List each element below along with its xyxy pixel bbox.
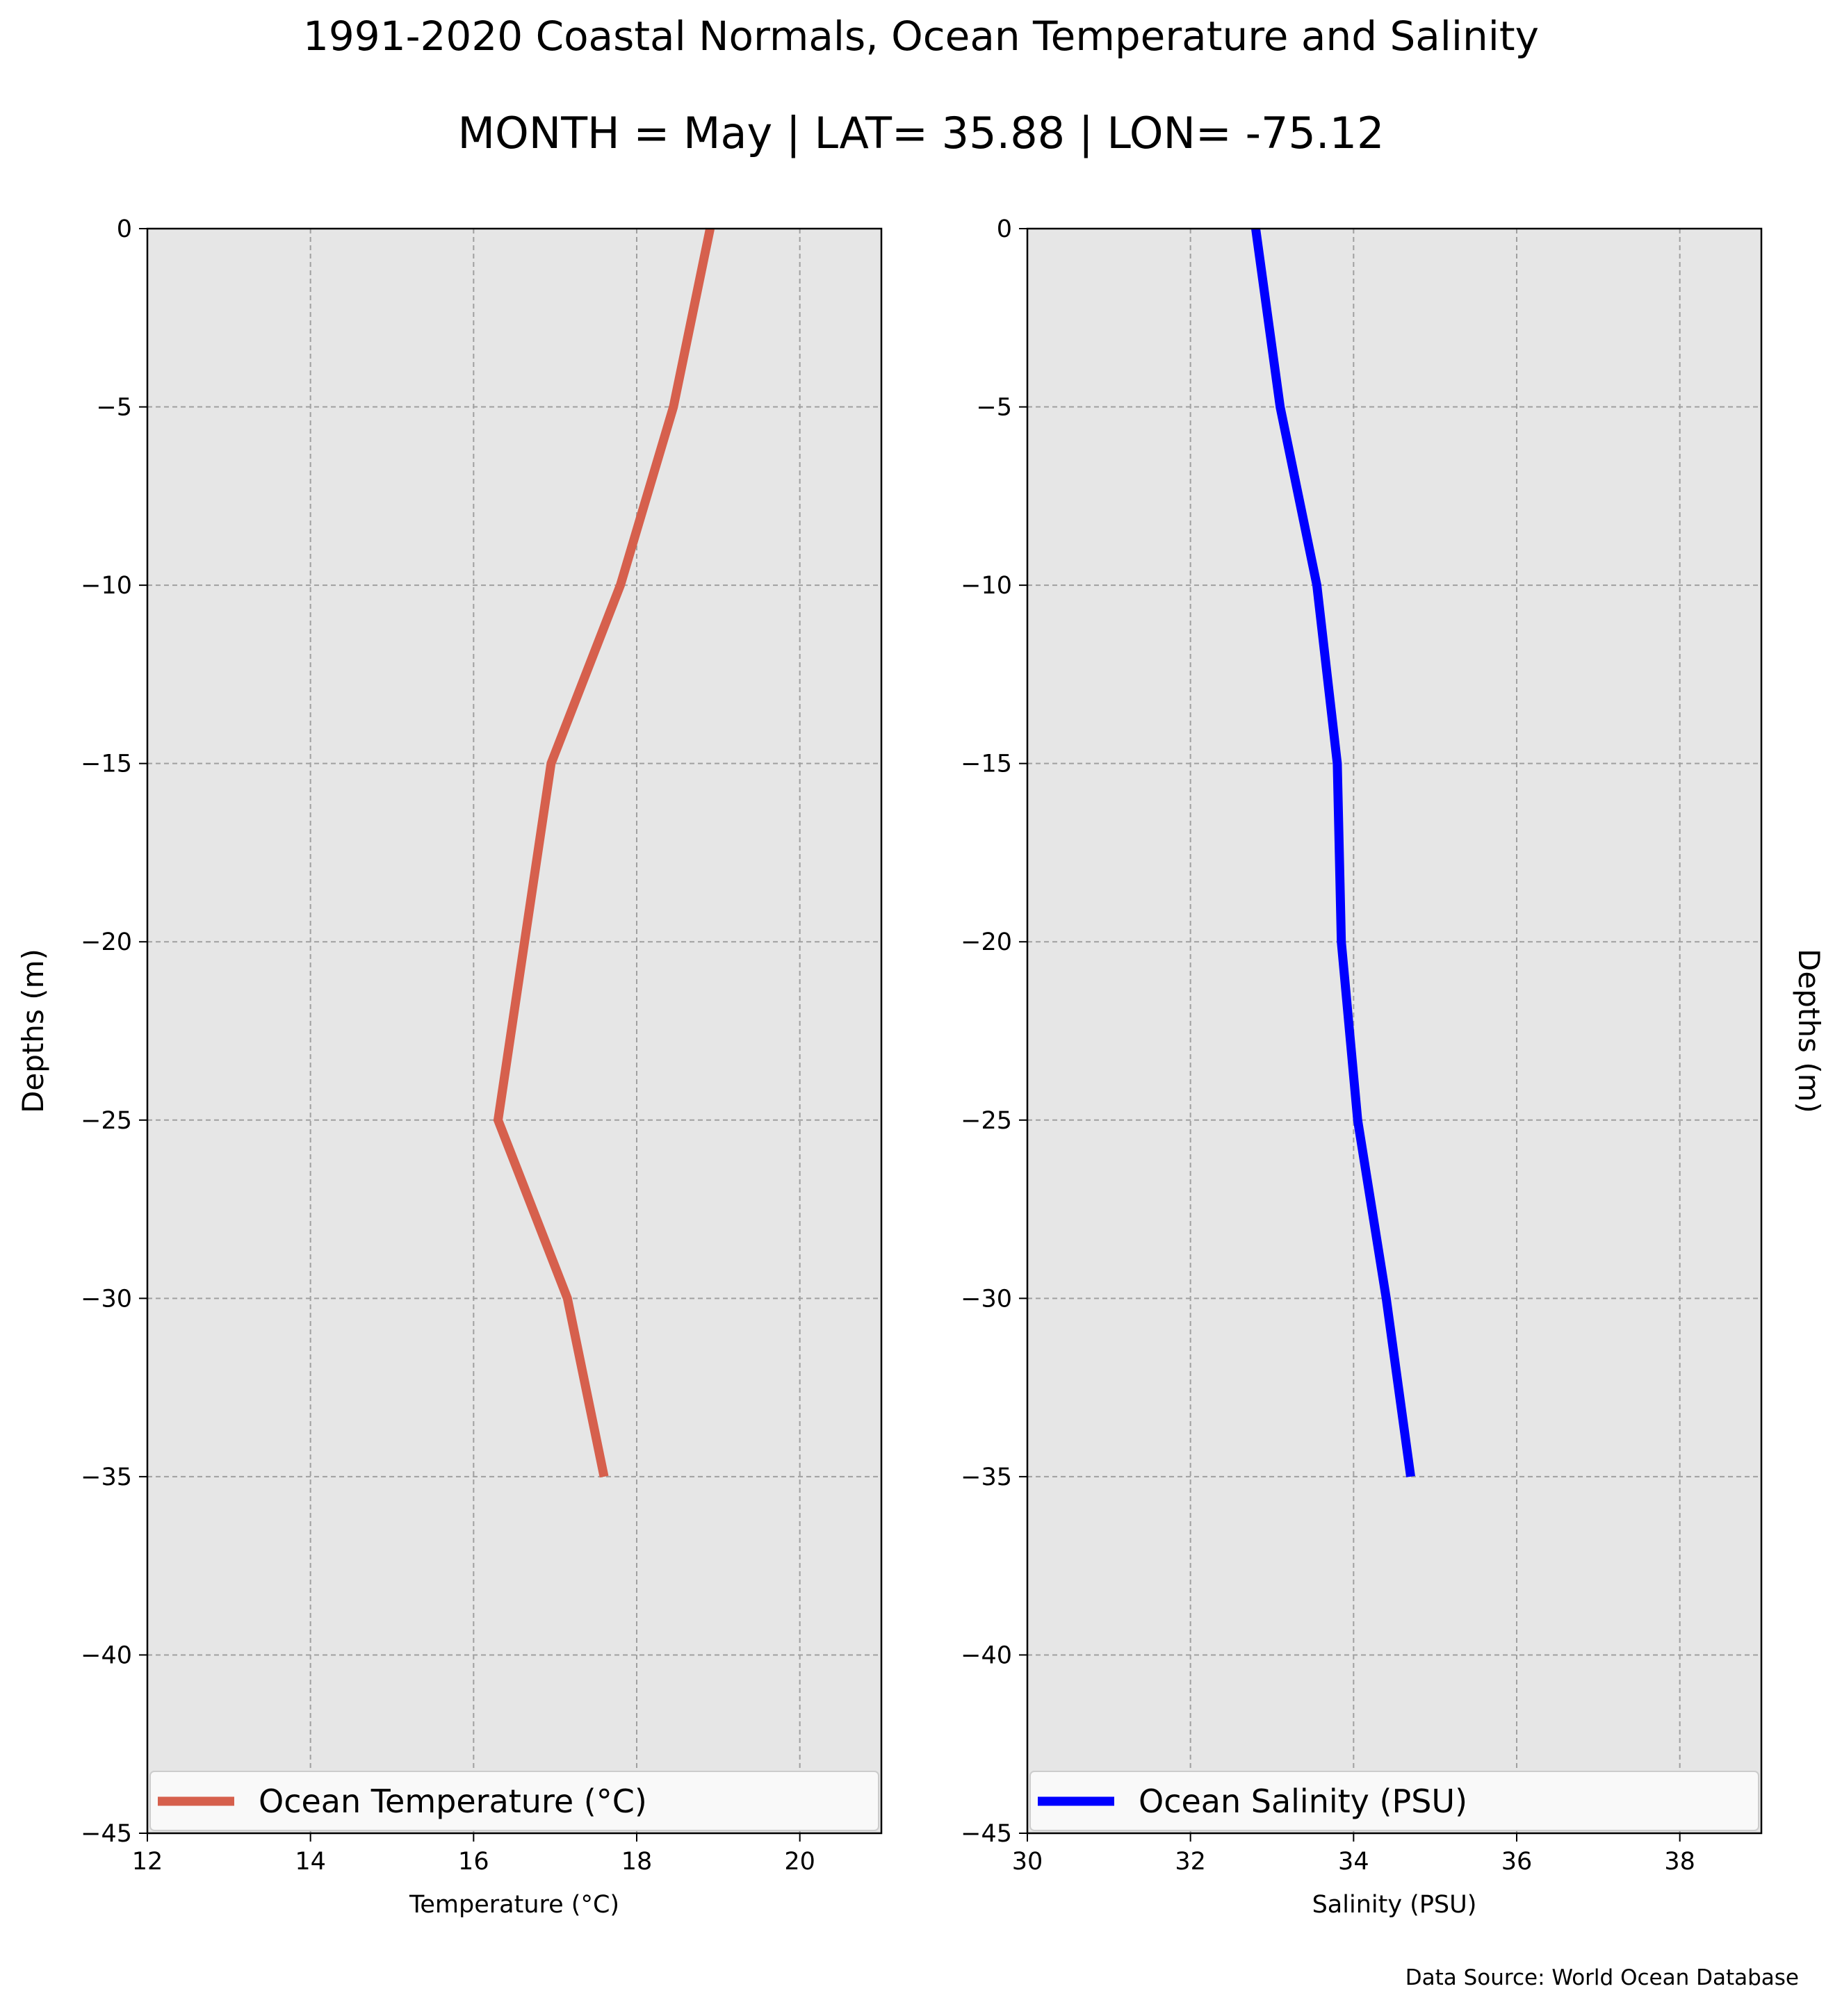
y-tick-label: −10 <box>961 572 1012 600</box>
y-tick-label: −5 <box>96 394 132 422</box>
x-tick-label: 30 <box>1012 1848 1043 1876</box>
legend-label: Ocean Salinity (PSU) <box>1139 1783 1467 1820</box>
y-tick-label: −30 <box>81 1285 132 1313</box>
y-tick-label: −10 <box>81 572 132 600</box>
y-tick-label: −30 <box>961 1285 1012 1313</box>
y-tick-label: 0 <box>117 215 132 243</box>
y-tick-label: −15 <box>81 751 132 778</box>
y-tick-label: −35 <box>81 1464 132 1491</box>
legend-label: Ocean Temperature (°C) <box>259 1783 647 1820</box>
y-tick-label: −45 <box>81 1820 132 1848</box>
legend-frame <box>1029 1771 1759 1831</box>
y-tick-label: −35 <box>961 1464 1012 1491</box>
y-tick-label: −5 <box>976 394 1012 422</box>
y-tick-label: −20 <box>961 928 1012 956</box>
x-tick-label: 18 <box>621 1848 653 1876</box>
x-axis-label: Salinity (PSU) <box>1312 1891 1477 1919</box>
axes-frame <box>1026 227 1763 1835</box>
x-tick-label: 38 <box>1664 1848 1695 1876</box>
y-tick-label: −40 <box>81 1641 132 1669</box>
data-source-note: Data Source: World Ocean Database <box>1405 1965 1799 1990</box>
x-axis-label: Temperature (°C) <box>409 1891 619 1919</box>
y-tick-label: −40 <box>961 1641 1012 1669</box>
axes-frame <box>146 227 883 1835</box>
x-tick-label: 14 <box>295 1848 326 1876</box>
y-axis-label: Depths (m) <box>16 949 50 1113</box>
x-tick-label: 16 <box>458 1848 489 1876</box>
y-tick-label: 0 <box>997 215 1012 243</box>
y-tick-label: −15 <box>961 751 1012 778</box>
plot-area <box>1027 229 1761 1833</box>
legend: Ocean Salinity (PSU) <box>1029 1771 1759 1831</box>
salinity-panel: Ocean Salinity (PSU) 30 32 34 36 38 0 −5 −10 −15 −… <box>961 215 1826 1919</box>
x-tick-label: 36 <box>1501 1848 1533 1876</box>
y-tick-label: −45 <box>961 1820 1012 1848</box>
legend-frame <box>149 1771 879 1831</box>
temperature-panel: Ocean Temperature (°C) 12 14 16 18 20 0 −5 −10 −1… <box>16 215 883 1919</box>
y-tick-label: −25 <box>81 1107 132 1135</box>
y-axis-label: Depths (m) <box>1792 949 1826 1113</box>
series-line <box>1251 228 1415 1477</box>
y-tick-label: −20 <box>81 928 132 956</box>
chart-title: 1991-2020 Coastal Normals, Ocean Tempera… <box>303 13 1539 60</box>
series-line <box>493 227 715 1478</box>
x-tick-label: 20 <box>784 1848 815 1876</box>
x-tick-label: 34 <box>1338 1848 1369 1876</box>
chart-subtitle: MONTH = May | LAT= 35.88 | LON= -75.12 <box>457 108 1385 158</box>
x-tick-label: 32 <box>1175 1848 1206 1876</box>
legend: Ocean Temperature (°C) <box>149 1771 879 1831</box>
x-tick-label: 12 <box>132 1848 163 1876</box>
y-tick-label: −25 <box>961 1107 1012 1135</box>
